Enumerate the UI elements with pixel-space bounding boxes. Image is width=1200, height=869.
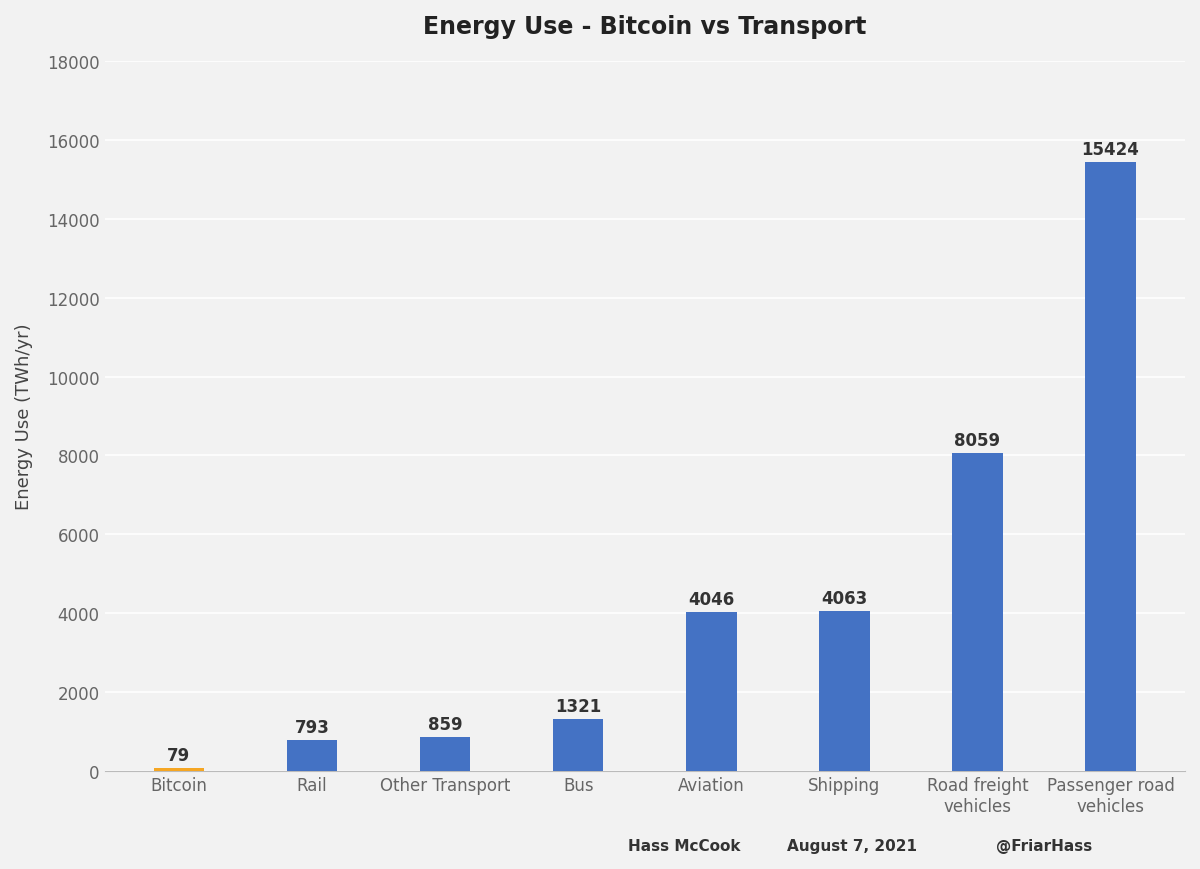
Bar — [287, 740, 337, 772]
Bar — [553, 720, 604, 772]
Text: 4063: 4063 — [821, 589, 868, 607]
Text: 1321: 1321 — [556, 697, 601, 715]
Y-axis label: Energy Use (TWh/yr): Energy Use (TWh/yr) — [14, 323, 34, 510]
Bar — [1085, 163, 1136, 772]
Text: 4046: 4046 — [688, 590, 734, 607]
Text: Hass McCook: Hass McCook — [628, 839, 740, 853]
Bar — [953, 454, 1003, 772]
Text: 79: 79 — [167, 746, 191, 764]
Bar — [154, 768, 204, 772]
Bar — [686, 612, 737, 772]
Text: 8059: 8059 — [954, 432, 1001, 449]
Bar — [420, 738, 470, 772]
Text: August 7, 2021: August 7, 2021 — [787, 839, 917, 853]
Text: 859: 859 — [427, 715, 462, 733]
Title: Energy Use - Bitcoin vs Transport: Energy Use - Bitcoin vs Transport — [424, 15, 866, 39]
Text: 15424: 15424 — [1081, 142, 1140, 159]
Text: 793: 793 — [294, 718, 330, 736]
Text: @FriarHass: @FriarHass — [996, 839, 1092, 853]
Bar — [820, 611, 870, 772]
